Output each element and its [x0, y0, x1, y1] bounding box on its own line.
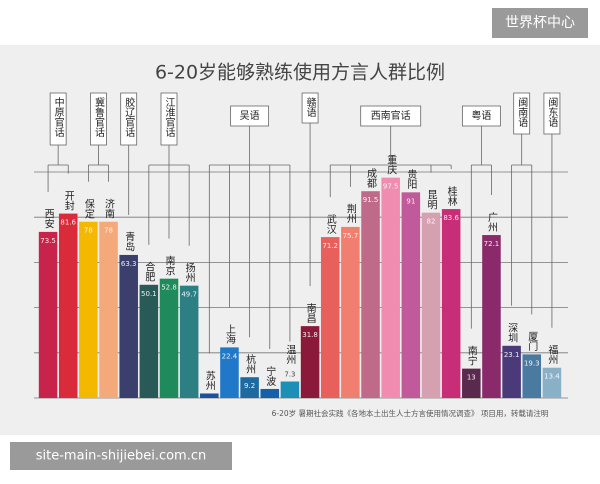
- category-label: 宁波: [264, 365, 276, 387]
- watermark-box: [492, 8, 588, 38]
- category-label: 成都: [365, 168, 377, 189]
- value-label: 91.5: [363, 196, 379, 204]
- value-label: 73.5: [40, 237, 56, 245]
- value-label: 22.4: [222, 352, 238, 360]
- footer-url: site-main-shijiebei.com.cn: [36, 449, 206, 464]
- bar: [220, 347, 239, 398]
- bar: [159, 278, 179, 398]
- category-label: 开封: [62, 191, 74, 211]
- category-label: 南昌: [304, 302, 316, 324]
- bar: [441, 209, 461, 398]
- bar: [522, 354, 542, 398]
- group-label: 冀鲁官话: [92, 96, 104, 138]
- group-label: 粤语: [471, 109, 491, 122]
- value-label: 31.8: [302, 331, 318, 339]
- value-label: 13: [467, 374, 476, 382]
- category-label: 贵阳: [405, 168, 417, 189]
- bar: [421, 212, 441, 398]
- group-label: 赣语: [304, 96, 316, 118]
- category-label: 南京: [163, 254, 175, 276]
- bar: [260, 388, 280, 398]
- value-label: 9.2: [244, 382, 255, 390]
- value-label: 19.3: [524, 359, 540, 367]
- category-label: 扬州: [183, 261, 195, 282]
- bar: [240, 377, 259, 398]
- value-label: 97.5: [383, 183, 399, 191]
- category-label: 深圳: [506, 323, 518, 343]
- group-label: 吴语: [240, 110, 260, 122]
- value-label: 72.1: [484, 240, 500, 248]
- category-label: 保定: [82, 198, 94, 220]
- watermark: 世界杯中心: [505, 15, 575, 31]
- bar: [320, 237, 340, 398]
- value-label: 23.1: [504, 351, 520, 359]
- category-label: 温州: [284, 344, 296, 364]
- category-label: 昆明: [425, 189, 437, 210]
- category-label: 广州: [485, 212, 497, 232]
- value-label: 83.6: [443, 214, 459, 222]
- category-label: 桂林: [445, 185, 457, 207]
- value-label: 63.3: [121, 260, 137, 268]
- category-label: 青岛: [123, 231, 135, 253]
- bar: [502, 345, 521, 398]
- category-label: 武汉: [324, 213, 336, 235]
- chart-title: 6-20岁能够熟练使用方言人群比例: [155, 62, 445, 84]
- bar: [542, 367, 562, 398]
- bar: [280, 381, 300, 398]
- group-label: 闽东语: [546, 96, 558, 128]
- value-label: 49.7: [181, 291, 197, 299]
- value-label: 78: [84, 227, 93, 235]
- source: 6-20岁 暑期社会实践《各地本土出生人士方言使用情况调查》 项目用，转载请注明: [272, 408, 549, 418]
- bar: [99, 221, 118, 398]
- bar: [200, 393, 219, 398]
- bar: [462, 368, 481, 398]
- category-label: 南宁: [465, 344, 477, 365]
- bar: [79, 221, 98, 398]
- bar: [341, 226, 360, 398]
- bar: [482, 235, 501, 398]
- bar: [58, 213, 78, 398]
- bar: [139, 284, 159, 398]
- category-label: 济南: [103, 198, 115, 219]
- bar: [38, 231, 58, 398]
- bar: [300, 326, 320, 398]
- value-label: 91: [406, 197, 415, 205]
- value-label: 13.4: [544, 373, 560, 381]
- category-label: 上海: [223, 324, 235, 345]
- category-label: 厦门: [526, 331, 538, 352]
- bar: [401, 192, 421, 398]
- category-label: 荆州: [344, 203, 356, 224]
- bar: [381, 177, 400, 398]
- value-label: 52.8: [161, 284, 177, 292]
- category-label: 西安: [42, 209, 54, 230]
- group-label: 江淮官话: [163, 97, 175, 138]
- group-label: 中原官话: [52, 96, 64, 138]
- group-label: 西南官话: [371, 109, 411, 122]
- bar: [361, 191, 380, 398]
- category-label: 苏州: [203, 369, 215, 390]
- value-label: 50.1: [141, 290, 157, 298]
- bar: [179, 285, 199, 398]
- value-label: 7.3: [284, 371, 295, 379]
- bar: [119, 254, 138, 398]
- value-label: 71.2: [322, 242, 338, 250]
- category-label: 福州: [546, 344, 558, 365]
- group-label: 闽南语: [516, 96, 528, 128]
- value-label: 75.7: [343, 232, 359, 240]
- category-label: 杭州: [244, 353, 256, 374]
- url-box: [10, 442, 232, 470]
- value-label: 82: [427, 218, 436, 226]
- value-label: 81.6: [60, 219, 76, 227]
- category-label: 合肥: [143, 261, 155, 283]
- value-label: 78: [104, 227, 113, 235]
- group-label: 胶辽官话: [123, 96, 135, 138]
